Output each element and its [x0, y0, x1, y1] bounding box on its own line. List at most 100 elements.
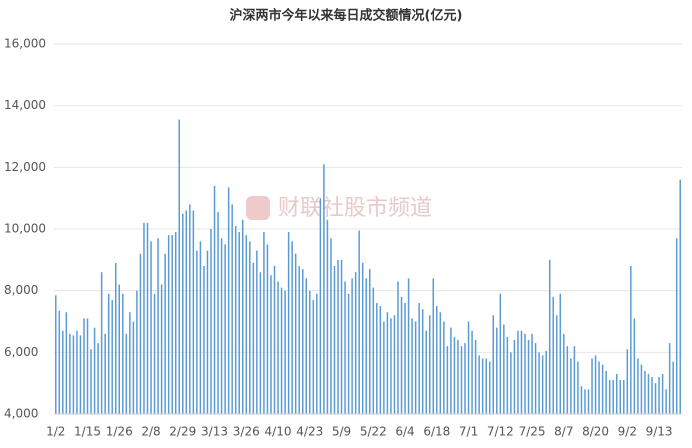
bar — [563, 333, 565, 414]
y-tick-label: 4,000 — [4, 407, 38, 421]
x-tick-label: 7/12 — [487, 425, 514, 439]
x-tick-label: 2/29 — [169, 425, 196, 439]
bar — [623, 380, 625, 414]
x-tick-label: 7/1 — [459, 425, 478, 439]
bar — [326, 219, 329, 414]
bar — [619, 380, 622, 414]
bar — [372, 287, 375, 414]
bar — [298, 266, 300, 414]
bar — [665, 389, 667, 414]
bar — [347, 293, 350, 414]
bar — [587, 389, 590, 414]
bar — [354, 272, 357, 414]
bar — [386, 312, 389, 414]
bar — [189, 204, 191, 414]
bar — [559, 293, 562, 414]
bar — [305, 278, 308, 414]
bar — [83, 318, 85, 414]
bar — [552, 296, 554, 414]
bar — [309, 290, 311, 414]
bar — [210, 229, 212, 414]
bar — [369, 269, 371, 414]
y-tick-label: 12,000 — [4, 160, 46, 174]
bar — [626, 349, 629, 414]
y-tick-label: 16,000 — [4, 37, 46, 51]
bar — [400, 296, 403, 414]
bar — [404, 303, 406, 414]
bar — [594, 355, 597, 414]
watermark: 财联社股市频道 — [278, 196, 432, 221]
bar — [436, 306, 438, 414]
bar — [443, 321, 445, 414]
x-tick-label: 8/20 — [582, 425, 609, 439]
bar — [390, 318, 392, 414]
bar — [566, 346, 569, 414]
bar — [450, 327, 452, 414]
y-tick-label: 8,000 — [4, 283, 38, 297]
bar — [277, 281, 279, 414]
bar — [150, 241, 152, 414]
bar — [510, 352, 512, 414]
bar — [471, 330, 473, 414]
bar — [157, 238, 159, 414]
bar — [601, 364, 604, 414]
bar — [132, 321, 135, 414]
bar — [647, 373, 650, 414]
bar — [425, 330, 427, 414]
bar — [496, 327, 498, 414]
bar — [125, 333, 128, 414]
bar — [203, 266, 205, 414]
x-tick-label: 3/13 — [201, 425, 228, 439]
bar — [615, 373, 618, 414]
bar — [143, 222, 145, 414]
bar — [605, 370, 607, 414]
chart-title: 沪深两市今年以来每日成交额情况(亿元) — [230, 8, 463, 24]
bar — [612, 380, 614, 414]
bar — [474, 340, 477, 414]
bar — [337, 259, 339, 414]
bar — [213, 185, 216, 414]
bar — [160, 284, 163, 414]
bar — [633, 318, 636, 414]
x-tick-label: 7/25 — [519, 425, 546, 439]
bar — [446, 346, 449, 414]
bar — [464, 343, 466, 414]
x-tick-label: 5/22 — [360, 425, 387, 439]
bar — [411, 318, 413, 414]
bar — [164, 253, 166, 414]
bar — [365, 278, 367, 414]
bar — [538, 352, 540, 414]
bar — [312, 299, 315, 414]
bar — [238, 232, 240, 414]
bar — [178, 119, 180, 415]
bar — [287, 232, 290, 414]
bar — [577, 361, 579, 414]
bar — [118, 284, 121, 414]
bar — [573, 346, 576, 414]
bar — [266, 244, 269, 414]
bar — [227, 187, 230, 414]
bar — [107, 293, 110, 414]
bar — [541, 355, 544, 414]
bar — [263, 232, 265, 414]
bar — [481, 358, 484, 414]
bar — [548, 259, 551, 414]
bar — [259, 272, 262, 414]
x-tick-label: 6/18 — [423, 425, 450, 439]
bar — [534, 343, 537, 414]
bar — [245, 235, 248, 414]
bar — [478, 355, 480, 414]
bar — [340, 259, 343, 414]
bar — [146, 222, 149, 414]
bar — [591, 358, 593, 414]
bar — [428, 315, 431, 414]
bar — [520, 330, 523, 414]
bar — [174, 232, 177, 414]
bar — [393, 315, 396, 414]
bar — [379, 306, 382, 414]
bar — [499, 293, 502, 414]
bar — [62, 330, 64, 414]
bar — [104, 333, 106, 414]
y-tick-label: 10,000 — [4, 222, 46, 236]
